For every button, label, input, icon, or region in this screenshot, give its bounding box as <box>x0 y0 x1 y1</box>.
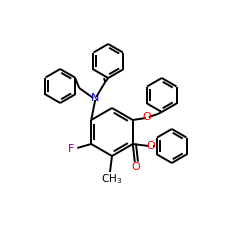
Text: N: N <box>91 93 100 103</box>
Text: O: O <box>146 141 155 151</box>
Text: O: O <box>132 162 140 172</box>
Text: F: F <box>68 144 74 154</box>
Text: O: O <box>142 112 151 122</box>
Text: CH$_3$: CH$_3$ <box>102 172 122 186</box>
